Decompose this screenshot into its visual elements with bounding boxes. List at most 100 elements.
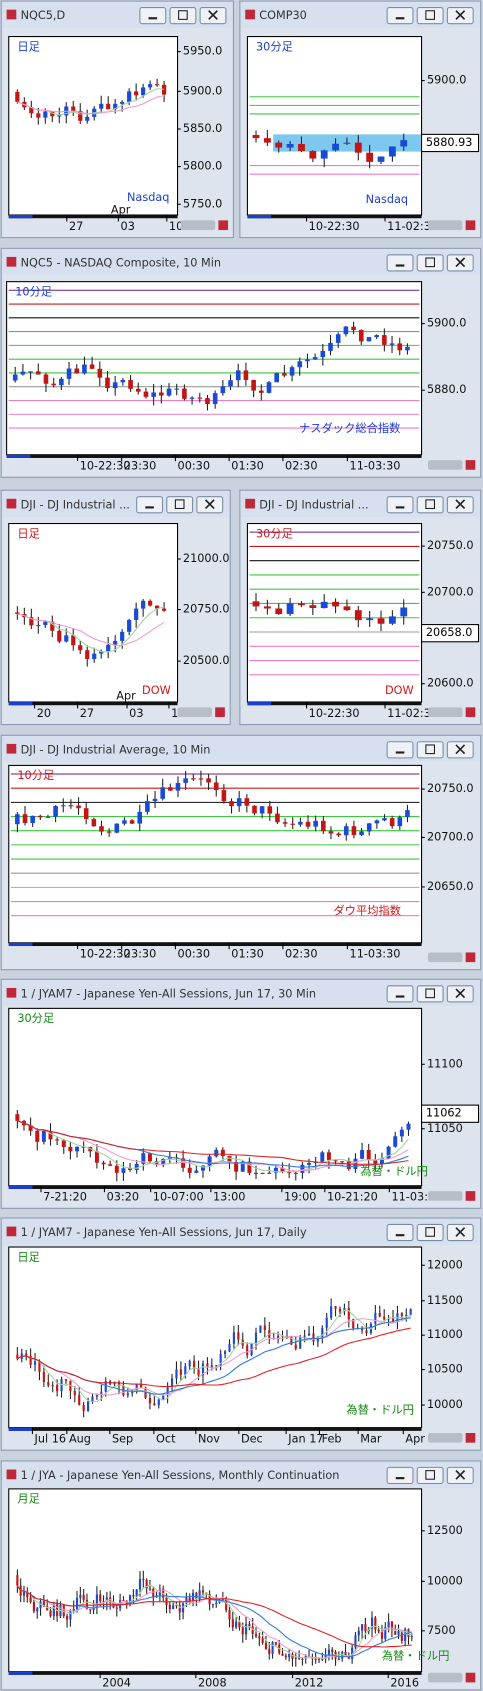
- candle-body: [120, 631, 125, 641]
- candle-body: [374, 335, 379, 338]
- candle-body: [320, 350, 326, 358]
- candle-body: [320, 1152, 325, 1162]
- candle-body: [282, 822, 288, 824]
- time-axis-marker: [8, 1185, 33, 1189]
- time-tick-label: Jan 17: [287, 1432, 323, 1445]
- candle-body: [147, 1153, 152, 1162]
- close-icon: [455, 1470, 466, 1480]
- candle-body: [366, 618, 374, 621]
- close-icon: [204, 499, 215, 510]
- minimize-button[interactable]: [386, 254, 414, 272]
- candle-body: [179, 1369, 182, 1375]
- time-axis-marker: [6, 454, 31, 458]
- maximize-button[interactable]: [416, 496, 444, 514]
- close-icon: [455, 1227, 466, 1237]
- period-label: 10分足: [15, 285, 52, 298]
- minimize-button[interactable]: [386, 496, 414, 514]
- time-tick-label: 03: [129, 707, 143, 720]
- candle-body: [97, 368, 103, 378]
- chart-window: NQC5 - NASDAQ Composite, 10 Min 10分足ナスダック…: [0, 247, 482, 478]
- candle-body: [100, 1391, 103, 1394]
- minimize-button[interactable]: [386, 1223, 414, 1242]
- candle-body: [354, 1635, 357, 1648]
- candle-body: [294, 1657, 297, 1659]
- cqg-flag: [465, 1432, 476, 1443]
- moving-average: [17, 1327, 411, 1388]
- candle-body: [144, 1387, 147, 1399]
- minimize-button[interactable]: [139, 6, 167, 25]
- minimize-button[interactable]: [136, 496, 164, 514]
- candle-body: [324, 1655, 327, 1659]
- candle-body: [82, 1404, 85, 1412]
- cqg-flag: [465, 707, 476, 718]
- maximize-icon: [174, 499, 185, 510]
- minimize-button[interactable]: [386, 985, 414, 1003]
- period-label: 10分足: [17, 769, 54, 782]
- time-tick-label: Apr: [405, 1432, 425, 1445]
- minimize-button[interactable]: [386, 1466, 414, 1485]
- cqg-mark: [428, 220, 463, 231]
- candle-body: [60, 805, 66, 807]
- candle-body: [106, 644, 111, 652]
- minimize-icon: [145, 506, 154, 509]
- candle-body: [28, 1125, 33, 1131]
- candle-body: [336, 833, 341, 836]
- candle-body: [335, 334, 341, 343]
- candle-body: [380, 1631, 384, 1639]
- window-title: 1 / JYAM7 - Japanese Yen-All Sessions, J…: [21, 987, 316, 1000]
- candle-body: [50, 111, 55, 117]
- candle-body: [365, 1330, 368, 1333]
- candle-body: [284, 1655, 287, 1658]
- window-icon: [245, 9, 255, 20]
- price-tick-label: 10000: [427, 1574, 463, 1587]
- candle-body: [51, 1385, 54, 1387]
- moving-average: [16, 1585, 412, 1648]
- maximize-button[interactable]: [416, 985, 444, 1003]
- candle-body: [321, 1327, 324, 1338]
- price-tick-label: 5900.0: [183, 84, 222, 97]
- candle-body: [157, 1399, 160, 1406]
- candle-body: [227, 1155, 232, 1162]
- chart-area: [8, 36, 179, 216]
- maximize-button[interactable]: [416, 1466, 444, 1485]
- candle-body: [188, 1597, 191, 1602]
- candle-body: [91, 1396, 94, 1402]
- candle-body: [286, 603, 294, 615]
- close-icon: [455, 744, 466, 755]
- window-title: NQC5 - NASDAQ Composite, 10 Min: [21, 256, 221, 269]
- maximize-button[interactable]: [416, 741, 444, 759]
- maximize-button[interactable]: [166, 496, 194, 514]
- candle-body: [397, 817, 403, 827]
- minimize-button[interactable]: [386, 6, 414, 25]
- candle-body: [320, 150, 328, 159]
- candle-body: [282, 373, 287, 376]
- candle-body: [73, 1390, 76, 1395]
- candle-body: [106, 103, 111, 110]
- candle-body: [38, 1361, 41, 1372]
- candle-body: [125, 1600, 128, 1605]
- candle-body: [400, 1630, 403, 1641]
- candle-body: [409, 1309, 412, 1315]
- cqg-flag: [465, 1672, 476, 1683]
- candle-body: [159, 392, 164, 396]
- minimize-button[interactable]: [386, 741, 414, 759]
- maximize-button[interactable]: [416, 6, 444, 25]
- candle-body: [99, 1594, 102, 1602]
- candle-body: [247, 1161, 252, 1173]
- candle-body: [95, 1594, 98, 1607]
- candle-body: [114, 1165, 119, 1173]
- candle-body: [108, 1164, 113, 1166]
- maximize-button[interactable]: [169, 6, 197, 25]
- candle-body: [38, 815, 43, 818]
- candle-body: [352, 1319, 355, 1329]
- candle-body: [307, 1162, 312, 1165]
- maximize-button[interactable]: [416, 1223, 444, 1242]
- maximize-button[interactable]: [416, 254, 444, 272]
- candle-body: [246, 1345, 249, 1356]
- candle-body: [138, 1578, 142, 1590]
- candle-body: [75, 1146, 80, 1152]
- last-price-box: [421, 624, 480, 643]
- candle-body: [55, 1139, 60, 1141]
- close-icon: [455, 988, 466, 999]
- time-tick-label: 27: [80, 707, 94, 720]
